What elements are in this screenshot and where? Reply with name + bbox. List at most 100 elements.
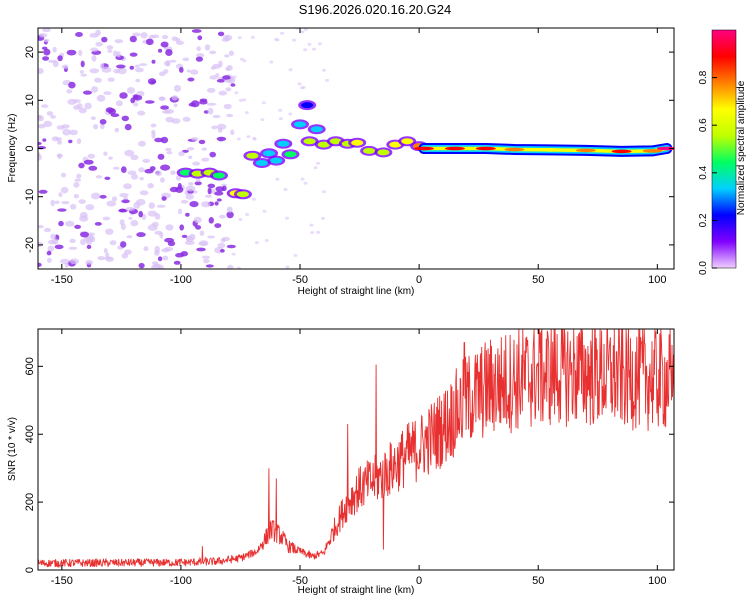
noise-mark	[116, 64, 126, 69]
noise-mark	[167, 240, 176, 247]
y-tick-label: -20	[24, 237, 36, 253]
noise-mark	[41, 104, 49, 108]
noise-mark	[66, 89, 73, 94]
noise-mark	[105, 252, 110, 258]
noise-mark	[38, 154, 42, 161]
noise-mark	[46, 250, 52, 256]
noise-mark	[68, 139, 73, 144]
noise-mark	[111, 196, 118, 202]
noise-mark	[50, 233, 57, 240]
noise-mark	[175, 40, 184, 45]
noise-mark	[221, 185, 227, 191]
noise-mark	[216, 198, 222, 202]
noise-mark	[178, 151, 185, 157]
noise-mark	[316, 161, 320, 165]
noise-mark	[160, 136, 169, 144]
noise-mark	[160, 164, 171, 171]
noise-mark	[210, 66, 216, 70]
noise-mark	[165, 224, 174, 231]
noise-mark	[121, 166, 127, 174]
noise-mark	[67, 98, 77, 105]
noise-mark	[160, 41, 169, 48]
noise-mark	[78, 49, 83, 57]
noise-mark	[55, 137, 63, 141]
noise-mark	[73, 194, 79, 199]
noise-mark	[275, 177, 280, 181]
noise-mark	[207, 183, 216, 189]
noise-mark	[300, 30, 305, 34]
noise-mark	[201, 201, 211, 208]
noise-mark	[91, 86, 99, 93]
signal-blob	[255, 160, 268, 166]
noise-mark	[157, 153, 165, 160]
noise-mark	[260, 118, 265, 122]
noise-mark	[187, 77, 195, 82]
noise-mark	[180, 251, 188, 257]
noise-mark	[310, 231, 315, 235]
noise-mark	[126, 235, 133, 239]
noise-mark	[227, 264, 234, 269]
noise-mark	[207, 187, 212, 195]
noise-mark	[104, 176, 111, 180]
noise-mark	[46, 257, 52, 263]
noise-mark	[114, 127, 120, 133]
noise-mark	[69, 258, 79, 265]
noise-mark	[120, 241, 127, 248]
noise-mark	[252, 136, 257, 140]
noise-mark	[300, 177, 305, 181]
snr-y-label: SNR (10 * v/v)	[7, 417, 18, 481]
noise-mark	[195, 225, 202, 230]
noise-mark	[73, 181, 80, 188]
y-tick-label: 0	[24, 145, 36, 151]
noise-mark	[83, 159, 94, 165]
noise-mark	[216, 79, 225, 83]
noise-mark	[58, 220, 64, 227]
noise-mark	[147, 183, 154, 189]
noise-mark	[312, 47, 316, 51]
noise-mark	[186, 147, 195, 151]
noise-mark	[177, 182, 182, 190]
colorbar-label: Normalized spectral amplitude	[736, 80, 747, 215]
signal-blob	[236, 191, 249, 198]
noise-mark	[121, 199, 130, 204]
noise-mark	[95, 29, 101, 36]
noise-mark	[182, 57, 190, 62]
noise-mark	[143, 246, 149, 252]
noise-mark	[278, 108, 283, 112]
noise-mark	[207, 102, 217, 106]
signal-blob	[277, 140, 290, 147]
noise-mark	[80, 60, 85, 68]
noise-mark	[158, 264, 164, 269]
noise-mark	[169, 59, 177, 63]
noise-mark	[38, 33, 48, 38]
noise-mark	[269, 60, 274, 64]
noise-mark	[219, 214, 226, 219]
y-tick-label: 0	[24, 567, 36, 573]
noise-mark	[108, 156, 113, 160]
noise-mark	[179, 224, 184, 231]
noise-mark	[212, 114, 221, 119]
noise-mark	[236, 137, 241, 141]
noise-mark	[145, 38, 154, 46]
noise-mark	[102, 216, 111, 221]
noise-mark	[321, 216, 325, 220]
colorbar-tick-label: 0.2	[698, 213, 709, 227]
noise-mark	[132, 32, 141, 37]
noise-mark	[108, 108, 116, 115]
noise-mark	[61, 124, 70, 129]
x-tick-label: 50	[532, 575, 544, 587]
noise-mark	[87, 153, 96, 159]
noise-mark	[226, 64, 233, 71]
noise-mark	[89, 68, 100, 74]
y-tick-label: -10	[24, 189, 36, 205]
noise-mark	[117, 67, 127, 75]
noise-mark	[74, 178, 82, 182]
noise-mark	[207, 235, 216, 239]
noise-mark	[237, 36, 242, 40]
signal-blob	[301, 102, 314, 109]
noise-mark	[190, 69, 199, 75]
colorbar-tick-label: 0.6	[698, 118, 709, 132]
noise-mark	[135, 78, 141, 83]
signal-blob	[329, 138, 342, 145]
noise-mark	[60, 172, 67, 178]
